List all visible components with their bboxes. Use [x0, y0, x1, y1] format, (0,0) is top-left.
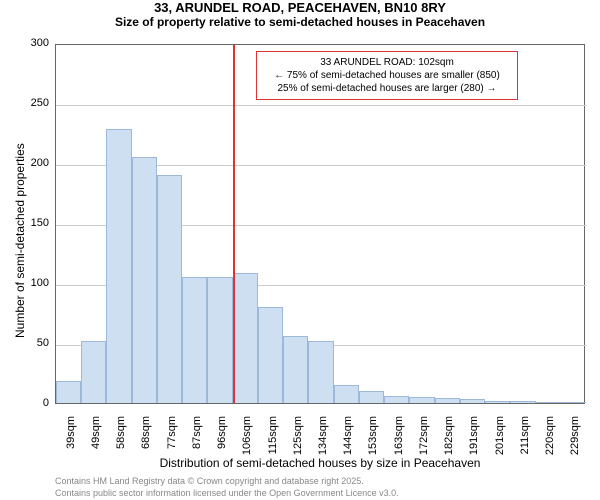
chart-title: 33, ARUNDEL ROAD, PEACEHAVEN, BN10 8RY: [0, 0, 600, 15]
histogram-bar: [258, 307, 283, 403]
y-tick: 200: [17, 157, 49, 169]
histogram-bar: [359, 391, 384, 403]
y-tick: 100: [17, 277, 49, 289]
histogram-bar: [561, 402, 586, 403]
y-tick: 0: [17, 397, 49, 409]
histogram-bar: [81, 341, 106, 403]
histogram-bar: [283, 336, 308, 403]
footer-line1: Contains HM Land Registry data © Crown c…: [55, 476, 399, 488]
histogram-bar: [384, 396, 409, 403]
histogram-bar: [56, 381, 81, 403]
annotation-line2: ← 75% of semi-detached houses are smalle…: [265, 69, 509, 82]
histogram-bar: [157, 175, 182, 403]
gridline: [56, 105, 586, 106]
histogram-bar: [485, 401, 510, 403]
histogram-bar: [334, 385, 359, 403]
histogram-bar: [308, 341, 333, 403]
histogram-bar: [233, 273, 258, 403]
histogram-bar: [460, 399, 485, 403]
x-axis-label: Distribution of semi-detached houses by …: [55, 456, 585, 470]
footer: Contains HM Land Registry data © Crown c…: [55, 476, 399, 499]
y-tick: 150: [17, 217, 49, 229]
y-tick: 300: [17, 37, 49, 49]
histogram-bar: [435, 398, 460, 403]
histogram-bar: [182, 277, 207, 403]
chart-container: 33, ARUNDEL ROAD, PEACEHAVEN, BN10 8RY S…: [0, 0, 600, 500]
annotation-line3: 25% of semi-detached houses are larger (…: [265, 82, 509, 95]
annotation-line1: 33 ARUNDEL ROAD: 102sqm: [265, 56, 509, 69]
histogram-bar: [510, 401, 535, 403]
marker-line: [233, 45, 235, 403]
y-tick: 50: [17, 337, 49, 349]
histogram-bar: [409, 397, 434, 403]
histogram-bar: [106, 129, 131, 403]
annotation-box: 33 ARUNDEL ROAD: 102sqm ← 75% of semi-de…: [256, 51, 518, 100]
plot-area: 33 ARUNDEL ROAD: 102sqm ← 75% of semi-de…: [55, 44, 585, 404]
footer-line2: Contains public sector information licen…: [55, 488, 399, 500]
histogram-bar: [536, 402, 561, 403]
histogram-bar: [207, 277, 232, 403]
histogram-bar: [132, 157, 157, 403]
chart-subtitle: Size of property relative to semi-detach…: [0, 15, 600, 29]
y-tick: 250: [17, 97, 49, 109]
